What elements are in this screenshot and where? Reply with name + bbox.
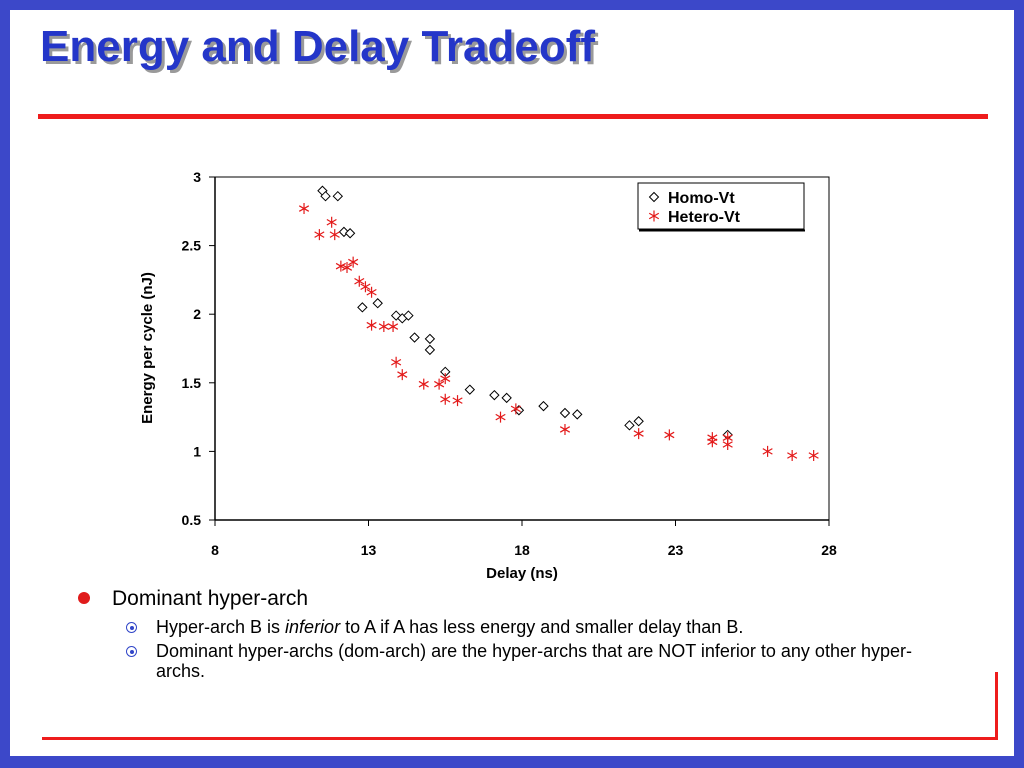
point-hetero-vt (354, 275, 365, 287)
point-hetero-vt (633, 428, 644, 440)
point-homo-vt (559, 407, 571, 419)
y-tick-label: 3 (193, 169, 201, 185)
sub-bullet-text: Dominant hyper-archs (dom-arch) are the … (156, 641, 912, 681)
point-hetero-vt (440, 373, 451, 385)
slide-title: Energy and Delay Tradeoff (40, 22, 596, 71)
x-tick-label: 18 (514, 542, 530, 558)
scatter-chart: 0.5 1 1.5 2 2.5 3 8 13 18 23 28 Delay (ns) Energy … (139, 169, 837, 582)
point-hetero-vt (762, 445, 773, 457)
point-homo-vt (501, 392, 512, 404)
point-hetero-vt (418, 378, 429, 390)
point-hetero-vt (440, 393, 451, 405)
point-hetero-vt (664, 429, 675, 441)
point-hetero-vt (360, 281, 371, 293)
point-hetero-vt (452, 395, 463, 407)
chart-ticks: 0.5 1 1.5 2 2.5 3 8 13 18 23 28 (182, 169, 837, 558)
legend-marker-homo-vt (648, 191, 660, 203)
point-homo-vt (572, 409, 583, 420)
y-tick-label: 2.5 (182, 238, 202, 254)
y-tick-label: 2 (193, 306, 201, 322)
x-tick-label: 28 (821, 542, 837, 558)
point-hetero-vt (366, 319, 377, 331)
point-hetero-vt (326, 216, 337, 228)
point-homo-vt (320, 191, 331, 202)
y-axis-label: Energy per cycle (nJ) (139, 272, 156, 424)
point-hetero-vt (348, 256, 359, 268)
point-homo-vt (624, 420, 635, 431)
point-homo-vt (332, 191, 344, 202)
point-homo-vt (538, 400, 549, 412)
point-hetero-vt (314, 229, 325, 241)
circle-dot-icon (126, 622, 137, 633)
point-hetero-vt (495, 411, 506, 423)
bullet-list: Dominant hyper-arch Hyper-arch B is infe… (74, 585, 974, 681)
point-hetero-vt (366, 286, 377, 298)
slide-frame-right (1014, 0, 1024, 768)
point-hetero-vt (329, 229, 340, 241)
point-hetero-vt (808, 450, 819, 462)
circle-dot-icon (126, 646, 137, 657)
sub-bullet-inferior-definition: Hyper-arch B is inferior to A if A has l… (74, 617, 946, 637)
point-homo-vt (489, 389, 500, 401)
sub-bullet-text-emphasis: inferior (285, 617, 341, 637)
slide-frame-left (0, 0, 10, 768)
point-hetero-vt (787, 450, 798, 462)
bullet-text: Dominant hyper-arch (112, 587, 309, 610)
sub-bullet-text-pre: Hyper-arch B is (156, 617, 286, 637)
point-hetero-vt (397, 369, 408, 381)
point-hetero-vt (722, 439, 733, 451)
slide-frame-top (0, 0, 1024, 10)
chart-legend: Homo-Vt Hetero-Vt (637, 182, 805, 232)
legend-label-hetero-vt: Hetero-Vt (668, 209, 741, 226)
point-hetero-vt (335, 260, 346, 272)
slide-frame-bottom (0, 756, 1024, 768)
point-hetero-vt (341, 262, 353, 274)
chart-points (298, 185, 819, 462)
point-hetero-vt (298, 203, 310, 215)
point-homo-vt (424, 344, 436, 356)
x-tick-label: 13 (361, 542, 377, 558)
point-homo-vt (424, 333, 436, 345)
sub-bullet-text-post: to A if A has less energy and smaller de… (340, 617, 744, 637)
y-tick-label: 0.5 (182, 512, 202, 528)
legend-marker-hetero-vt (648, 210, 660, 222)
sub-bullet-dom-arch-definition: Dominant hyper-archs (dom-arch) are the … (74, 641, 946, 681)
bullet-dominant-hyper-arch: Dominant hyper-arch (74, 585, 974, 613)
footer-rule (42, 737, 998, 740)
legend-box (637, 182, 805, 230)
point-hetero-vt (510, 403, 521, 415)
y-tick-label: 1 (193, 443, 201, 459)
point-homo-vt (403, 310, 414, 321)
point-hetero-vt (559, 423, 571, 435)
legend-label-homo-vt: Homo-Vt (668, 190, 735, 207)
point-homo-vt (409, 332, 420, 343)
point-hetero-vt (434, 378, 445, 390)
bullet-dot-icon (78, 592, 90, 604)
x-tick-label: 23 (668, 542, 684, 558)
y-tick-label: 1.5 (182, 375, 202, 391)
x-axis-label: Delay (ns) (486, 565, 558, 582)
footer-corner-rule (995, 672, 998, 740)
point-hetero-vt (378, 321, 389, 333)
point-homo-vt (633, 416, 644, 427)
x-tick-label: 8 (211, 542, 219, 558)
point-hetero-vt (387, 321, 399, 333)
point-homo-vt (372, 298, 383, 309)
point-homo-vt (344, 228, 356, 239)
point-hetero-vt (707, 436, 718, 448)
title-underline (38, 114, 988, 119)
point-homo-vt (357, 302, 368, 313)
point-homo-vt (464, 384, 476, 395)
point-hetero-vt (391, 356, 402, 368)
